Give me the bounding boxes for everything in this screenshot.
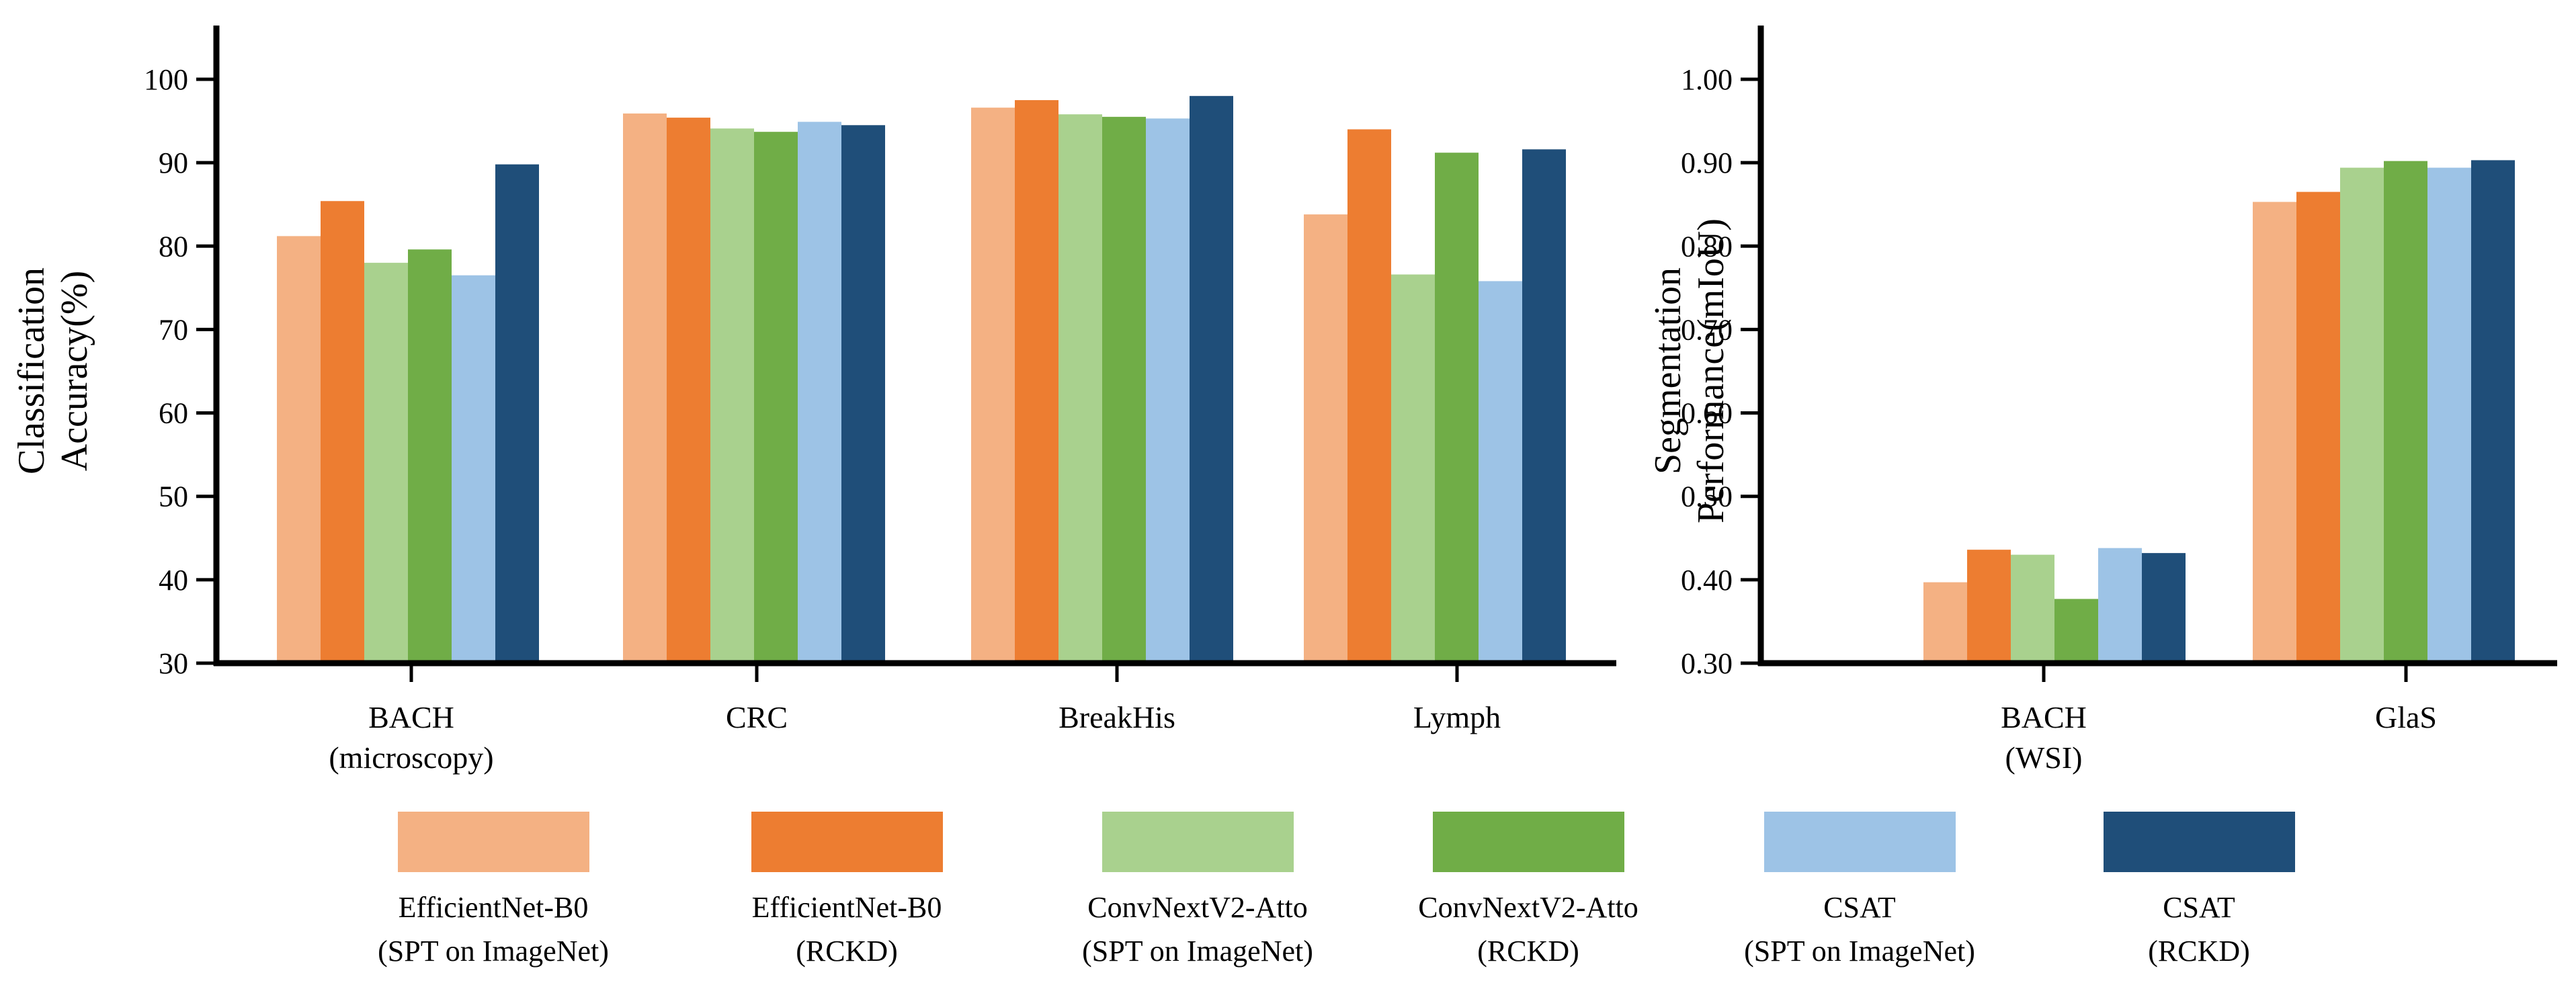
bar-1-1 <box>1923 582 1967 663</box>
bar-5-2 <box>798 122 841 663</box>
y-axis-title-line1: Classification <box>11 267 52 474</box>
y-axis-title: Segmentation Performance(mIoU) <box>1647 218 1732 523</box>
y-tick-label: 60 <box>159 397 188 430</box>
legend-swatch-5 <box>1764 812 1956 872</box>
bar-6-2 <box>2471 160 2515 663</box>
legend: EfficientNet-B0 (SPT on ImageNet) Efficien… <box>378 812 2295 968</box>
bar-2-4 <box>1347 129 1391 663</box>
x-tick-label: Lymph <box>1413 700 1501 734</box>
bar-2-1 <box>1967 550 2011 663</box>
bar-1-3 <box>971 108 1015 664</box>
bar-4-2 <box>754 132 798 663</box>
bar-3-1 <box>364 263 408 664</box>
y-tick-label: 70 <box>159 313 188 346</box>
x-tick-label: GlaS <box>2375 700 2437 734</box>
bar-4-3 <box>1102 116 1146 664</box>
legend-sublabel-1: (SPT on ImageNet) <box>378 935 609 968</box>
bar-6-2 <box>841 125 885 663</box>
legend-label-1: EfficientNet-B0 <box>399 891 589 924</box>
legend-label-3: ConvNextV2-Atto <box>1087 891 1308 924</box>
y-axis-title-line2: Accuracy(%) <box>54 271 95 471</box>
bar-2-2 <box>667 118 710 663</box>
y-tick-label: 0.50 <box>1681 480 1733 513</box>
legend-swatch-3 <box>1102 812 1294 872</box>
bar-1-1 <box>277 236 321 664</box>
bar-2-3 <box>1015 100 1058 664</box>
bar-3-1 <box>2011 554 2054 663</box>
legend-swatch-2 <box>751 812 943 872</box>
x-tick-label: (WSI) <box>2005 740 2083 775</box>
bar-3-4 <box>1391 274 1435 664</box>
y-tick-label: 0.80 <box>1681 230 1733 263</box>
legend-label-6: CSAT <box>2163 891 2235 924</box>
x-tick-label: (microscopy) <box>329 740 493 775</box>
y-tick-label: 30 <box>159 647 188 680</box>
x-tick-label: BACH <box>2001 700 2087 734</box>
x-tick-label: CRC <box>726 700 788 734</box>
legend-sublabel-3: (SPT on ImageNet) <box>1082 935 1313 968</box>
legend-label-5: CSAT <box>1823 891 1896 924</box>
bar-1-2 <box>623 113 667 664</box>
legend-sublabel-6: (RCKD) <box>2148 935 2250 968</box>
legend-label-4: ConvNextV2-Atto <box>1418 891 1638 924</box>
y-tick-label: 0.70 <box>1681 313 1733 346</box>
bar-4-1 <box>408 249 452 663</box>
y-tick-label: 1.00 <box>1681 63 1733 96</box>
bar-5-1 <box>2098 548 2142 663</box>
y-axis-title-line2: Performance(mIoU) <box>1690 218 1732 523</box>
legend-sublabel-2: (RCKD) <box>796 935 898 968</box>
x-tick-label: BreakHis <box>1058 700 1175 734</box>
bar-1-2 <box>2253 202 2296 663</box>
bar-6-1 <box>2142 553 2186 663</box>
y-tick-label: 90 <box>159 146 188 179</box>
y-tick-label: 100 <box>144 63 188 96</box>
bar-5-3 <box>1146 118 1190 663</box>
bar-5-2 <box>2427 167 2471 663</box>
y-tick-label: 0.60 <box>1681 397 1733 430</box>
legend-label-2: EfficientNet-B0 <box>752 891 942 924</box>
bar-4-2 <box>2384 161 2427 663</box>
classification-chart: 30 40 50 60 70 80 90 100 BACH (microscopy) CRC Brea… <box>11 26 1616 775</box>
legend-swatch-4 <box>1433 812 1624 872</box>
bar-1-4 <box>1304 214 1347 663</box>
x-tick-label: BACH <box>368 700 454 734</box>
bar-4-1 <box>2054 599 2098 663</box>
bar-6-4 <box>1522 149 1566 663</box>
y-tick-label: 40 <box>159 564 188 597</box>
legend-swatch-6 <box>2104 812 2295 872</box>
legend-sublabel-4: (RCKD) <box>1477 935 1579 968</box>
bar-5-4 <box>1479 281 1522 663</box>
bar-5-1 <box>452 275 495 663</box>
y-tick-label: 0.40 <box>1681 564 1733 597</box>
bar-2-2 <box>2296 191 2340 663</box>
y-tick-label: 80 <box>159 230 188 263</box>
legend-sublabel-5: (SPT on ImageNet) <box>1744 935 1975 968</box>
bar-4-4 <box>1435 153 1479 663</box>
y-tick-label: 0.30 <box>1681 647 1733 680</box>
bar-6-3 <box>1190 95 1233 664</box>
y-axis-title-line1: Segmentation <box>1647 267 1689 474</box>
bar-3-3 <box>1058 114 1102 663</box>
bar-2-1 <box>321 201 364 664</box>
bar-3-2 <box>710 128 754 664</box>
bar-6-1 <box>495 164 539 663</box>
y-tick-label: 0.90 <box>1681 146 1733 179</box>
bar-3-2 <box>2340 167 2384 663</box>
y-axis-title: Classification Accuracy(%) <box>11 267 95 474</box>
y-tick-label: 50 <box>159 480 188 513</box>
segmentation-chart: 0.30 0.40 0.50 0.60 0.70 0.80 0.90 1.00 BACH (WSI… <box>1647 26 2557 775</box>
legend-swatch-1 <box>398 812 589 872</box>
